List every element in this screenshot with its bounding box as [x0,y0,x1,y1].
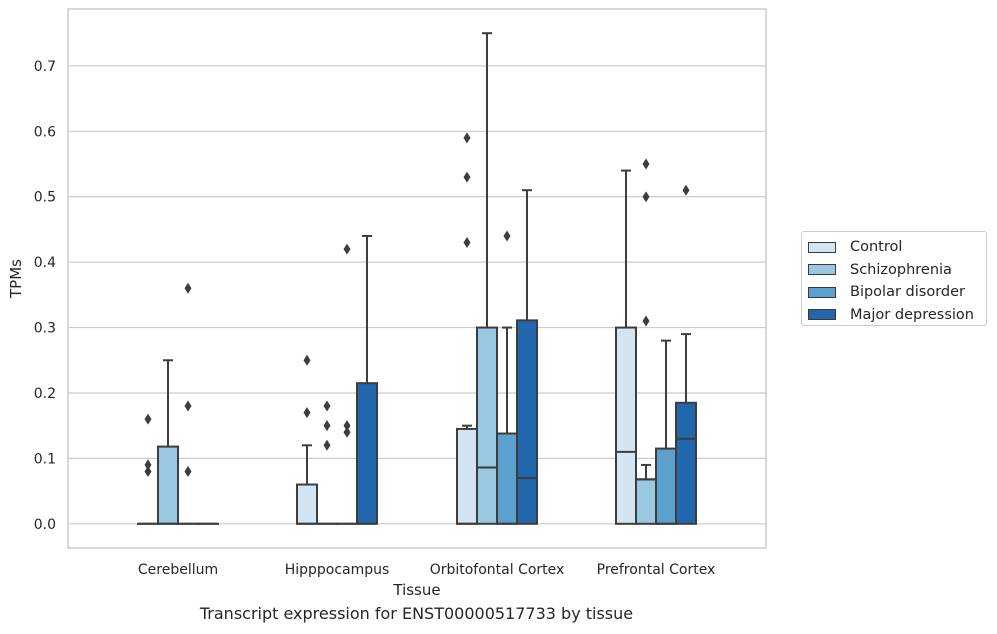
outlier-point [184,282,192,294]
y-tick-label: 0.3 [34,321,56,337]
legend-item: Bipolar disorder [808,281,980,304]
outlier-point [463,237,471,249]
outlier-point [184,400,192,412]
box [516,319,538,525]
box [296,483,318,525]
y-tick-label: 0.5 [34,190,56,206]
outlier-point [343,420,351,432]
x-tick-label: Orbitofontal Cortex [430,562,565,578]
legend-swatch [808,286,836,298]
y-axis-label: TPMs [7,259,25,299]
outlier-point [343,243,351,255]
outlier-point [503,230,511,242]
y-tick-label: 0.6 [34,124,56,140]
x-tick-label: Cerebellum [138,562,218,578]
box [476,326,498,525]
x-tick-label: Hipppocampus [285,562,390,578]
box [655,447,677,525]
outlier-point [642,315,650,327]
outlier-point [184,465,192,477]
outlier-point [303,354,311,366]
box [356,382,378,525]
y-tick-label: 0.0 [34,517,56,533]
outlier-point [303,407,311,419]
outlier-point [343,426,351,438]
legend-item: Control [808,236,980,259]
box [496,432,518,525]
legend-label: Major depression [850,306,974,323]
outlier-point [463,132,471,144]
x-tick-label: Prefrontal Cortex [597,562,716,578]
outlier-point [323,400,331,412]
y-tick-label: 0.4 [34,255,56,271]
legend-swatch [808,309,836,321]
y-tick-label: 0.1 [34,451,56,467]
y-tick-label: 0.7 [34,59,56,75]
chart-caption: Transcript expression for ENST0000051773… [199,604,634,623]
legend-swatch [808,241,836,253]
legend-item: Schizophrenia [808,259,980,282]
outlier-point [642,158,650,170]
outlier-point [642,191,650,203]
box [456,427,478,525]
legend-item: Major depression [808,304,980,327]
box [157,445,179,525]
outlier-point [144,459,152,471]
outlier-point [323,439,331,451]
box [675,401,697,525]
box [635,478,657,525]
legend-label: Bipolar disorder [850,284,965,301]
outlier-point [323,420,331,432]
legend-label: Schizophrenia [850,261,952,278]
outlier-point [144,465,152,477]
x-axis-label: Tissue [392,581,440,599]
y-tick-label: 0.2 [34,386,56,402]
outlier-point [682,184,690,196]
legend: Control Schizophrenia Bipolar disorder Majo… [801,231,987,326]
plot-frame [67,8,767,549]
legend-label: Control [850,239,903,256]
outlier-point [144,413,152,425]
box [615,326,637,525]
legend-swatch [808,264,836,276]
outlier-point [463,171,471,183]
